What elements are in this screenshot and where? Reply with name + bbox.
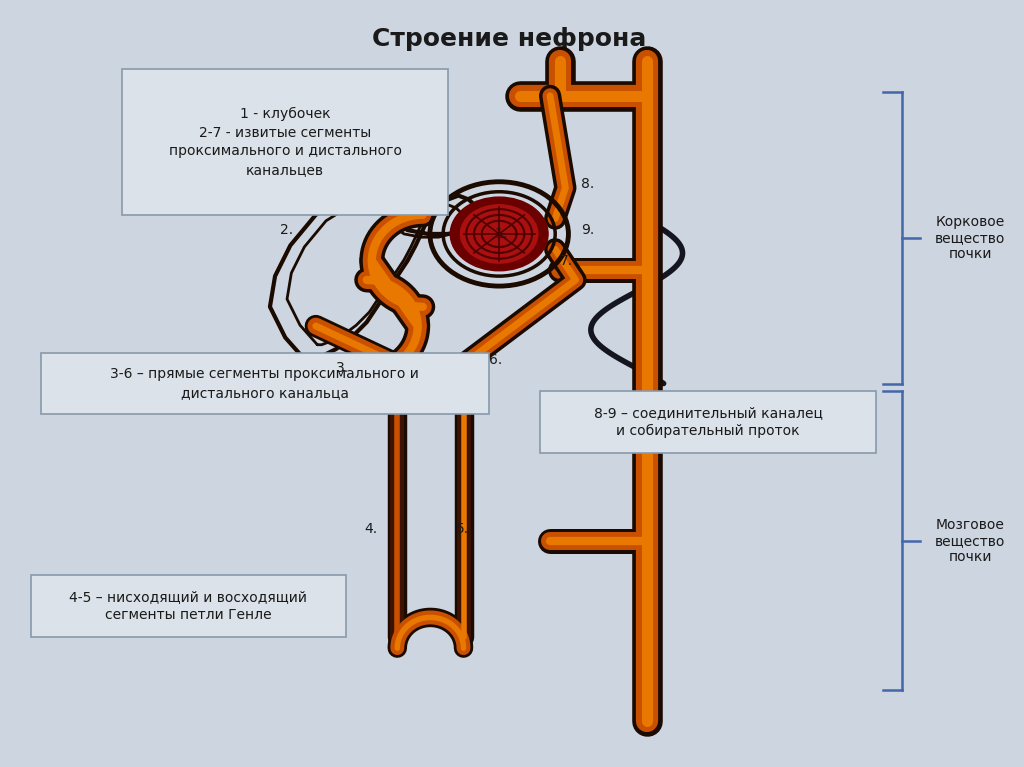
Text: 6.: 6. bbox=[489, 354, 502, 367]
Text: 8.: 8. bbox=[581, 177, 594, 191]
Text: 2.: 2. bbox=[281, 223, 293, 237]
Text: 3-6 – прямые сегменты проксимального и
дистального канальца: 3-6 – прямые сегменты проксимального и д… bbox=[111, 367, 419, 400]
Text: Мозговое
вещество
почки: Мозговое вещество почки bbox=[935, 518, 1006, 564]
Text: 1.: 1. bbox=[494, 227, 507, 241]
Text: 4-5 – нисходящий и восходящий
сегменты петли Генле: 4-5 – нисходящий и восходящий сегменты п… bbox=[70, 590, 307, 622]
Text: 9.: 9. bbox=[581, 223, 594, 237]
FancyBboxPatch shape bbox=[122, 69, 449, 215]
Text: Корковое
вещество
почки: Корковое вещество почки bbox=[935, 215, 1006, 261]
Circle shape bbox=[461, 205, 538, 263]
Text: Строение нефрона: Строение нефрона bbox=[372, 27, 646, 51]
Text: 4.: 4. bbox=[365, 522, 378, 536]
FancyBboxPatch shape bbox=[41, 353, 489, 414]
Text: 7.: 7. bbox=[560, 254, 573, 268]
FancyBboxPatch shape bbox=[31, 575, 346, 637]
Text: 3.: 3. bbox=[336, 361, 349, 375]
Circle shape bbox=[451, 197, 548, 271]
Text: 1 - клубочек
2-7 - извитые сегменты
проксимального и дистального
канальцев: 1 - клубочек 2-7 - извитые сегменты прок… bbox=[169, 107, 401, 176]
FancyBboxPatch shape bbox=[540, 391, 877, 453]
Text: 8-9 – соединительный каналец
и собирательный проток: 8-9 – соединительный каналец и собирател… bbox=[594, 406, 822, 438]
Text: 5.: 5. bbox=[457, 522, 469, 536]
